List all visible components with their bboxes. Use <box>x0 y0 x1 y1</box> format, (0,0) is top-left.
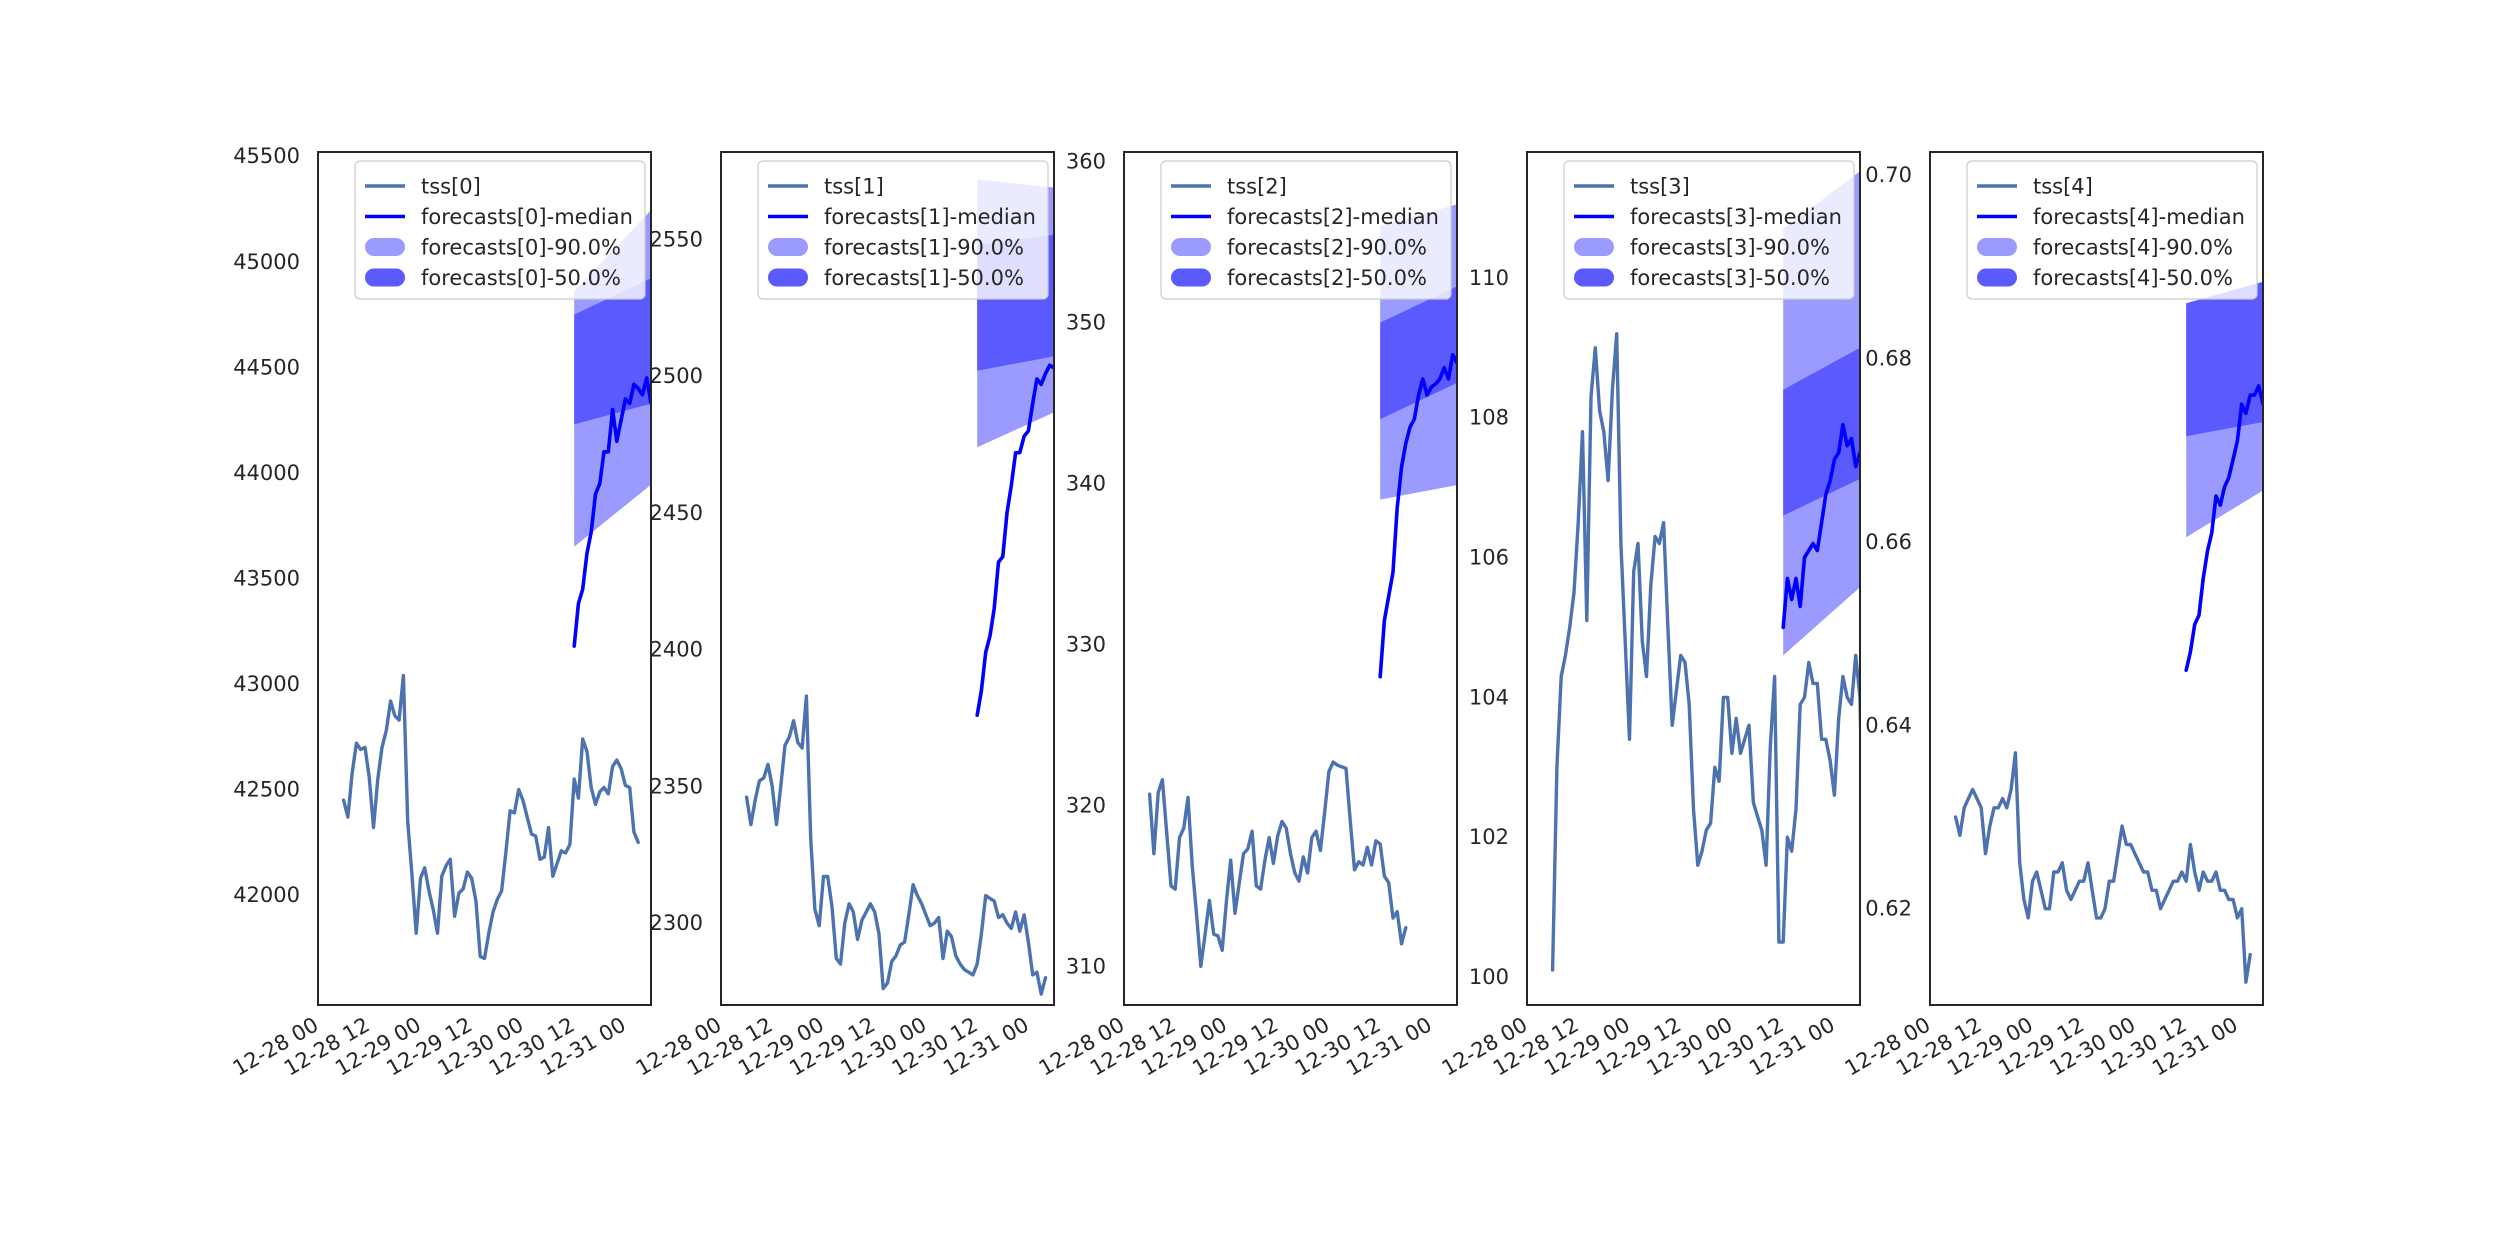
legend-band50-swatch <box>1171 268 1211 287</box>
legend: tss[2] forecasts[2]-median forecasts[2]-90… <box>1160 160 1452 300</box>
history-line <box>1147 760 1408 969</box>
legend-label: forecasts[4]-median <box>2033 205 2245 229</box>
legend-label: tss[4] <box>2033 175 2093 199</box>
y-tick-label: 0.66 <box>1865 530 1912 554</box>
history-line <box>1550 332 1860 972</box>
legend: tss[0] forecasts[0]-median forecasts[0]-90… <box>354 160 646 300</box>
chart-panel-0: 42000 42500 43000 43500 44000 44500 45000 45500… <box>229 144 652 1081</box>
legend-label: forecasts[3]-50.0% <box>1630 266 1830 290</box>
median-line <box>1378 342 1457 679</box>
legend-band90-swatch <box>768 238 808 256</box>
y-tick-label: 44500 <box>233 355 300 379</box>
y-tick-label: 310 <box>1066 954 1106 978</box>
y-tick-label: 2500 <box>650 364 703 388</box>
legend-label: forecasts[1]-median <box>824 205 1036 229</box>
legend-label: tss[2] <box>1227 175 1287 199</box>
y-tick-label: 43000 <box>233 672 300 696</box>
y-tick-label: 2300 <box>650 911 703 935</box>
band-50 <box>2186 281 2263 437</box>
history-line <box>1953 751 2252 984</box>
legend-label: forecasts[0]-90.0% <box>421 236 621 260</box>
legend-label: forecasts[2]-50.0% <box>1227 266 1427 290</box>
legend-label: forecasts[0]-50.0% <box>421 266 621 290</box>
legend-label: forecasts[0]-median <box>421 205 633 229</box>
y-tick-label: 0.62 <box>1865 897 1912 921</box>
median-line <box>975 359 1054 717</box>
plot-area <box>1147 204 1457 969</box>
y-tick-label: 45000 <box>233 250 300 274</box>
legend-label: forecasts[1]-50.0% <box>824 266 1024 290</box>
axes-frame <box>317 151 652 1006</box>
axes-frame <box>1526 151 1861 1006</box>
legend-label: forecasts[2]-median <box>1227 205 1439 229</box>
axes-frame <box>720 151 1055 1006</box>
plot-area <box>744 179 1054 996</box>
y-tick-label: 0.70 <box>1865 163 1912 187</box>
legend-box <box>757 160 1049 300</box>
legend-band90-swatch <box>1977 238 2017 256</box>
legend-box <box>1160 160 1452 300</box>
y-tick-label: 110 <box>1469 266 1509 290</box>
y-tick-label: 42000 <box>233 883 300 907</box>
legend-label: forecasts[3]-median <box>1630 205 1842 229</box>
legend-band50-swatch <box>365 268 405 287</box>
legend-band90-swatch <box>365 238 405 256</box>
y-tick-label: 44000 <box>233 461 300 485</box>
legend-band50-swatch <box>1977 268 2017 287</box>
legend-band50-swatch <box>768 268 808 287</box>
y-tick-label: 350 <box>1066 311 1106 335</box>
legend-band90-swatch <box>1171 238 1211 256</box>
legend-box <box>1563 160 1855 300</box>
y-tick-label: 360 <box>1066 150 1106 174</box>
y-tick-label: 42500 <box>233 778 300 802</box>
y-tick-label: 104 <box>1469 685 1509 709</box>
y-tick-label: 100 <box>1469 965 1509 989</box>
legend: tss[3] forecasts[3]-median forecasts[3]-90… <box>1563 160 1855 300</box>
legend-label: forecasts[1]-90.0% <box>824 236 1024 260</box>
legend: tss[1] forecasts[1]-median forecasts[1]-90… <box>757 160 1049 300</box>
y-tick-label: 106 <box>1469 546 1509 570</box>
y-tick-label: 330 <box>1066 632 1106 656</box>
legend-band90-swatch <box>1574 238 1614 256</box>
y-tick-label: 2400 <box>650 638 703 662</box>
legend-label: forecasts[3]-90.0% <box>1630 236 1830 260</box>
band-50 <box>1380 286 1457 420</box>
plot-area <box>341 210 651 961</box>
y-tick-label: 108 <box>1469 406 1509 430</box>
legend-label: forecasts[4]-90.0% <box>2033 236 2233 260</box>
median-line <box>1781 422 1860 630</box>
legend: tss[4] forecasts[4]-median forecasts[4]-90… <box>1966 160 2258 300</box>
y-tick-label: 340 <box>1066 472 1106 496</box>
y-tick-label: 2550 <box>650 227 703 251</box>
history-line <box>744 694 1048 996</box>
history-line <box>341 673 640 961</box>
axes-frame <box>1929 151 2264 1006</box>
plot-area <box>1953 281 2263 984</box>
median-line <box>2184 384 2263 672</box>
legend-label: tss[1] <box>824 175 884 199</box>
y-tick-label: 102 <box>1469 825 1509 849</box>
band-50 <box>1783 347 1860 516</box>
legend-label: forecasts[4]-50.0% <box>2033 266 2233 290</box>
legend-band50-swatch <box>1574 268 1614 287</box>
y-tick-label: 45500 <box>233 144 300 168</box>
median-line <box>572 376 651 648</box>
y-tick-label: 0.64 <box>1865 713 1912 737</box>
axes-frame <box>1123 151 1458 1006</box>
y-tick-label: 2450 <box>650 501 703 525</box>
y-tick-label: 2350 <box>650 774 703 798</box>
y-tick-label: 0.68 <box>1865 346 1912 370</box>
y-tick-label: 43500 <box>233 567 300 591</box>
legend-box <box>1966 160 2258 300</box>
legend-box <box>354 160 646 300</box>
legend-label: tss[0] <box>421 175 481 199</box>
y-tick-label: 320 <box>1066 793 1106 817</box>
legend-label: tss[3] <box>1630 175 1690 199</box>
legend-label: forecasts[2]-90.0% <box>1227 236 1427 260</box>
